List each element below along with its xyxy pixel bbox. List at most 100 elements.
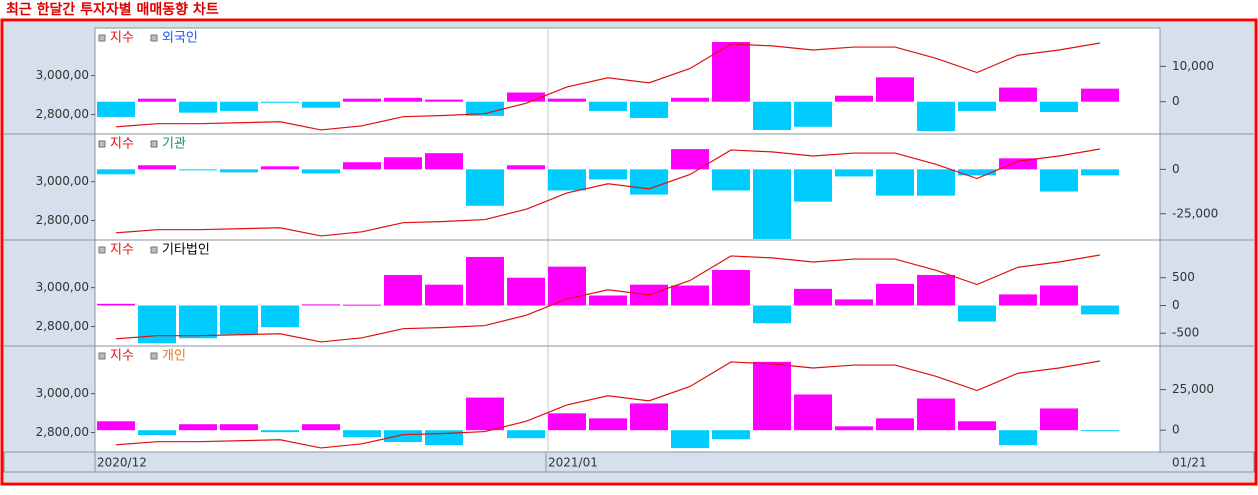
right-tick-label: 0 — [1172, 423, 1180, 437]
bar — [425, 153, 463, 170]
bar — [261, 430, 299, 433]
legend-index: 지수 — [110, 137, 134, 152]
bar — [630, 169, 668, 195]
bar — [794, 394, 832, 431]
legend-series: 기타법인 — [162, 243, 210, 258]
bar — [138, 98, 176, 102]
left-tick-label: 2,800,00 — [36, 213, 89, 227]
bar — [917, 169, 955, 196]
bar — [302, 304, 340, 306]
bar — [1081, 88, 1119, 102]
x-tick-label: 2020/12 — [97, 456, 147, 470]
x-axis-bar — [3, 451, 1255, 473]
x-end-label: 01/21 — [1172, 456, 1207, 470]
bar — [1040, 408, 1078, 431]
bar — [97, 303, 135, 306]
bar — [466, 169, 504, 206]
bar — [999, 87, 1037, 102]
bar — [179, 101, 217, 113]
legend-series: 기관 — [162, 137, 186, 152]
index-line — [115, 148, 1101, 237]
bar — [1081, 430, 1119, 432]
bar — [1040, 169, 1078, 192]
bar — [384, 430, 422, 443]
bar — [220, 424, 258, 431]
bar — [876, 418, 914, 431]
bar — [343, 304, 381, 306]
legend-swatch — [98, 352, 106, 360]
bar — [753, 169, 791, 239]
bar — [507, 430, 545, 439]
right-tick-label: 0 — [1172, 162, 1180, 176]
bar — [1040, 101, 1078, 112]
legend-index: 지수 — [110, 31, 134, 46]
bar — [138, 305, 176, 344]
bar — [220, 305, 258, 335]
index-line — [115, 42, 1101, 131]
bar — [1081, 305, 1119, 315]
bar — [794, 169, 832, 202]
bar — [753, 305, 791, 324]
bar — [507, 277, 545, 306]
bar — [835, 169, 873, 177]
bar — [548, 169, 586, 191]
legend-index: 지수 — [110, 349, 134, 364]
bar — [179, 424, 217, 431]
right-tick-label: 0 — [1172, 298, 1180, 312]
legend-series: 개인 — [162, 349, 186, 364]
bar — [261, 101, 299, 103]
bar — [917, 398, 955, 431]
right-tick-label: -500 — [1172, 326, 1199, 340]
bar — [548, 266, 586, 306]
bar — [384, 274, 422, 306]
bar — [876, 169, 914, 196]
bar — [507, 165, 545, 170]
left-tick-label: 2,800,00 — [36, 425, 89, 439]
bar — [753, 361, 791, 431]
right-tick-label: -25,000 — [1172, 206, 1218, 220]
x-tick-label: 2021/01 — [548, 456, 598, 470]
left-tick-label: 3,000,00 — [36, 174, 89, 188]
bar — [589, 418, 627, 431]
chart-title: 최근 한달간 투자자별 매매동향 차트 — [6, 1, 219, 18]
bar — [302, 424, 340, 431]
bar — [958, 169, 996, 176]
left-tick-label: 3,000,00 — [36, 68, 89, 82]
bar — [97, 421, 135, 431]
bar — [1040, 285, 1078, 306]
left-tick-label: 3,000,00 — [36, 280, 89, 294]
bar — [548, 98, 586, 102]
bar — [958, 101, 996, 111]
left-tick-label: 3,000,00 — [36, 386, 89, 400]
bar — [97, 169, 135, 175]
bar — [999, 430, 1037, 446]
bar — [876, 283, 914, 306]
legend-swatch — [150, 352, 158, 360]
bar — [712, 169, 750, 191]
legend-swatch — [98, 246, 106, 254]
bar — [958, 305, 996, 322]
bar — [630, 403, 668, 431]
bar — [876, 77, 914, 102]
legend-swatch — [150, 34, 158, 42]
bar — [712, 41, 750, 102]
bar — [302, 101, 340, 108]
bar — [466, 256, 504, 306]
bar — [999, 294, 1037, 306]
bar — [671, 430, 709, 449]
legend-swatch — [150, 140, 158, 148]
bar — [712, 430, 750, 440]
bar — [671, 285, 709, 306]
bar — [589, 101, 627, 111]
bar — [343, 430, 381, 438]
bar — [138, 165, 176, 170]
bar — [917, 101, 955, 132]
bar — [507, 92, 545, 102]
bar — [466, 101, 504, 116]
bar — [958, 421, 996, 431]
legend-swatch — [150, 246, 158, 254]
legend-series: 외국인 — [162, 31, 198, 46]
bar — [261, 305, 299, 328]
bar — [671, 149, 709, 170]
